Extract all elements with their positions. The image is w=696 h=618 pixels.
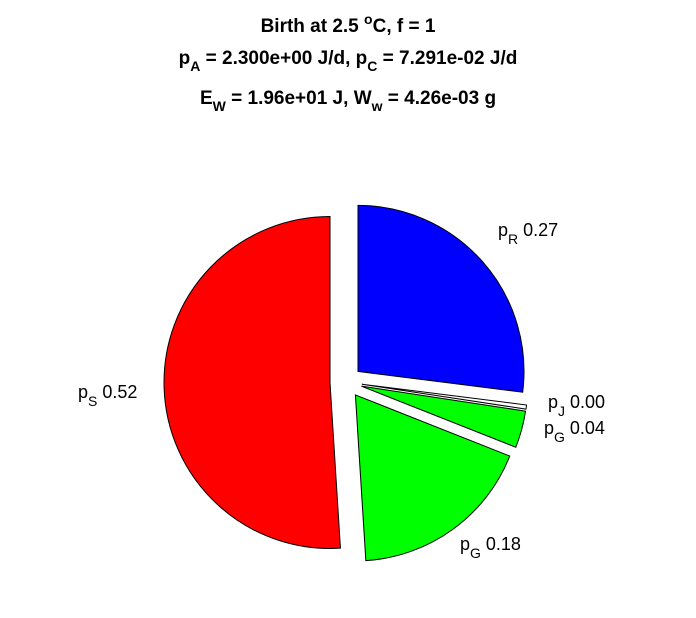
title-EW-value: = 1.96e+01 J,	[226, 88, 354, 109]
pie-slice-pg-3	[354, 394, 511, 562]
slice-label-value: 0.52	[97, 382, 137, 402]
title-degree-symbol: o	[364, 11, 373, 27]
slice-label-subscript: R	[508, 231, 518, 247]
slice-label-4: pS 0.52	[78, 382, 137, 409]
slice-label-value: 0.18	[481, 534, 521, 554]
title-pC-value: = 7.291e-02 J/d	[377, 48, 517, 69]
slice-label-subscript: G	[470, 545, 481, 561]
slice-label-0: pR 0.27	[498, 220, 558, 247]
title-Ww-value: = 4.26e-03 g	[383, 88, 497, 109]
chart-title-line-2: pA = 2.300e+00 J/d, pC = 7.291e-02 J/d	[179, 48, 518, 74]
slice-label-symbol: p	[544, 418, 554, 438]
title-pC-subscript: C	[367, 58, 377, 74]
slice-label-subscript: S	[88, 393, 97, 409]
slice-label-subscript: J	[558, 403, 565, 419]
title-pA-subscript: A	[190, 58, 200, 74]
title-pC-symbol: p	[356, 48, 368, 69]
title-line-1-rest: C, f = 1	[373, 16, 436, 37]
slice-label-value: 0.27	[518, 220, 558, 240]
title-pA-value: = 2.300e+00 J/d,	[200, 48, 355, 69]
title-EW-symbol: E	[200, 88, 213, 109]
pie-slice-ps-4	[163, 216, 341, 550]
title-EW-subscript: W	[213, 98, 227, 114]
slice-label-1: pJ 0.00	[548, 392, 605, 419]
slice-label-2: pG 0.04	[544, 418, 605, 445]
pie-slice-pg-2	[361, 385, 527, 448]
slice-label-subscript: G	[554, 429, 565, 445]
title-pA-symbol: p	[179, 48, 191, 69]
slice-label-symbol: p	[498, 220, 508, 240]
title-Ww-symbol: W	[354, 88, 372, 109]
slice-label-symbol: p	[460, 534, 470, 554]
pie-slice-pj-1	[361, 383, 528, 410]
slice-label-symbol: p	[78, 382, 88, 402]
slice-label-value: 0.00	[565, 392, 605, 412]
pie-slice-pr-0	[357, 204, 525, 393]
slice-label-value: 0.04	[565, 418, 605, 438]
slice-label-symbol: p	[548, 392, 558, 412]
chart-title-line-1: Birth at 2.5 oC, f = 1	[261, 11, 436, 37]
title-line-1-main: Birth at 2.5	[261, 16, 364, 37]
slice-label-3: pG 0.18	[460, 534, 521, 561]
title-Ww-subscript: w	[371, 98, 383, 114]
chart-title-line-3: EW = 1.96e+01 J, Ww = 4.26e-03 g	[200, 88, 496, 114]
pie-slices	[163, 204, 528, 562]
